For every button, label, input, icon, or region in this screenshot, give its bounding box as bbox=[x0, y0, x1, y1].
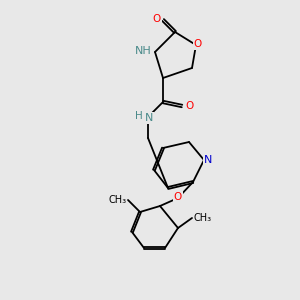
Text: O: O bbox=[185, 101, 193, 111]
Text: N: N bbox=[204, 155, 212, 165]
Text: NH: NH bbox=[135, 46, 152, 56]
Text: O: O bbox=[194, 39, 202, 49]
Text: CH₃: CH₃ bbox=[109, 195, 127, 205]
Text: H: H bbox=[135, 111, 143, 121]
Text: N: N bbox=[145, 113, 153, 123]
Text: O: O bbox=[153, 14, 161, 24]
Text: CH₃: CH₃ bbox=[193, 213, 211, 223]
Text: O: O bbox=[174, 192, 182, 202]
